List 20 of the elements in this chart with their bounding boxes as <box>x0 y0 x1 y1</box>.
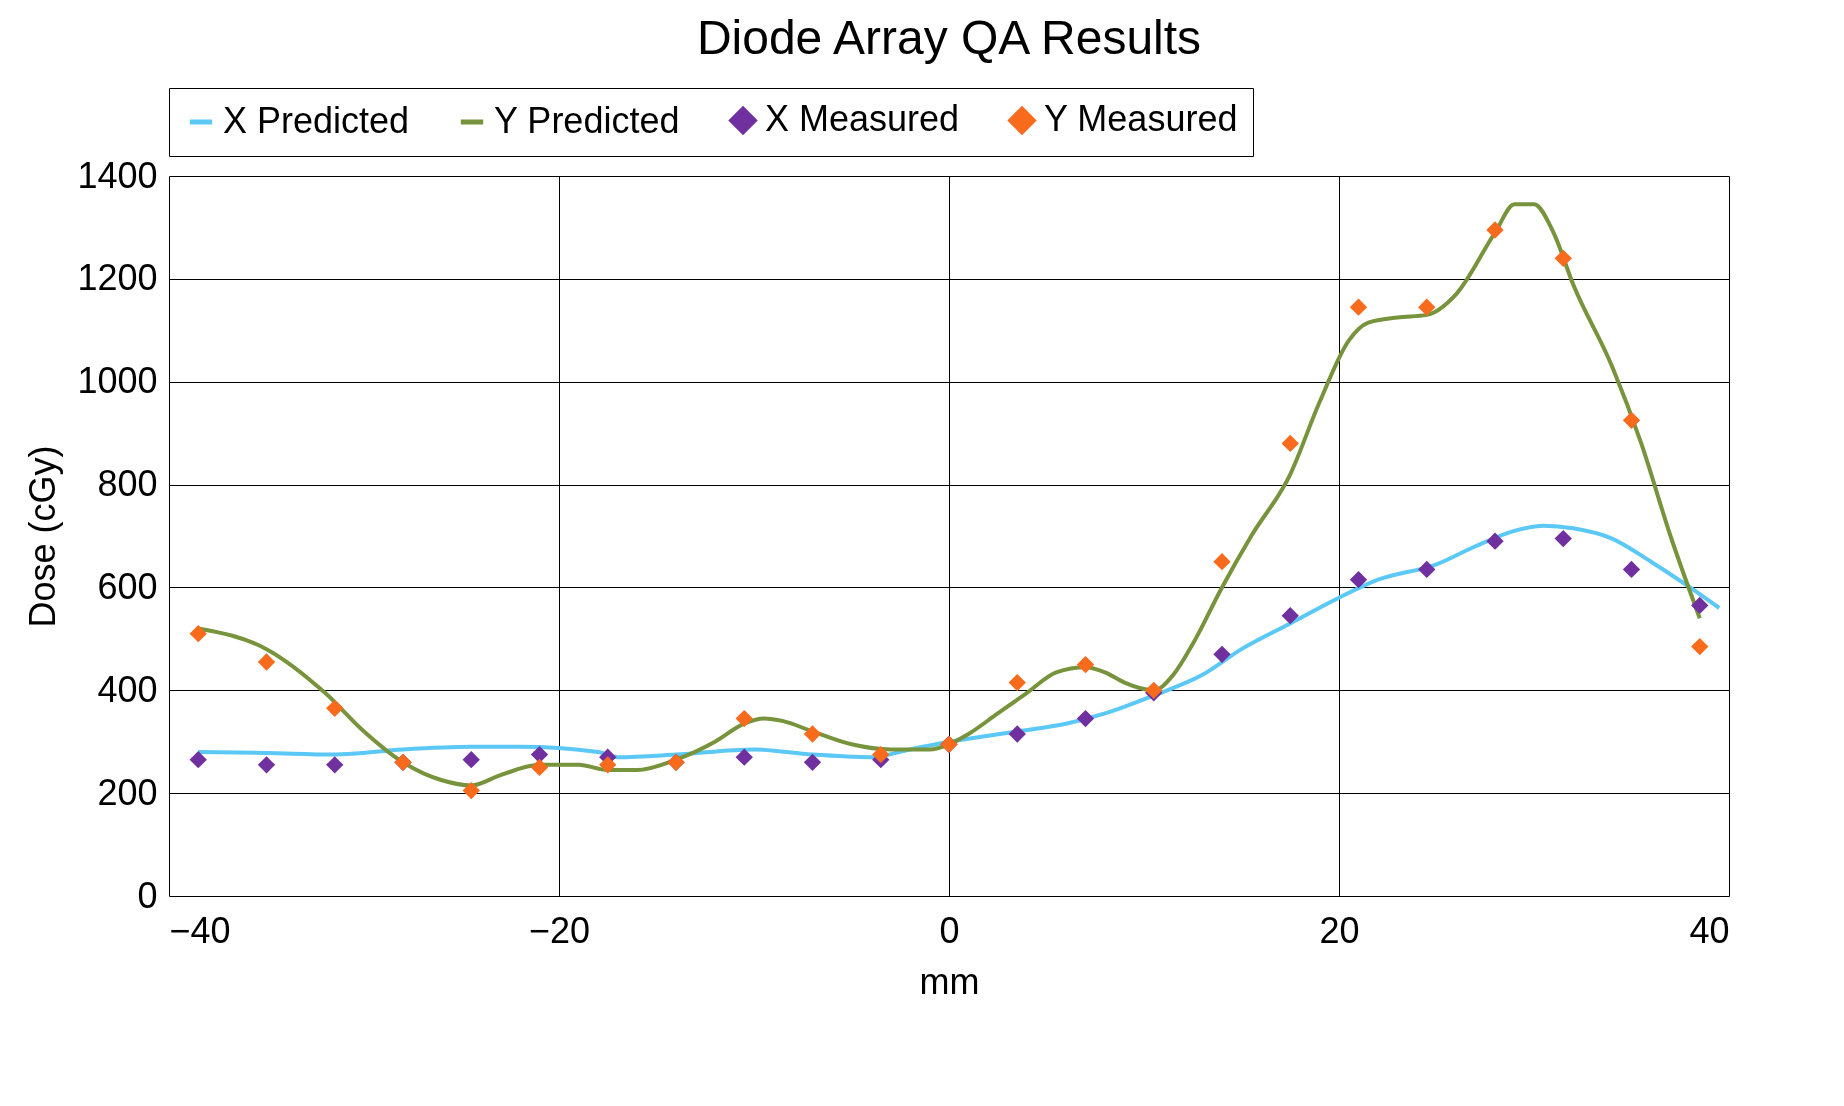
chart-title: Diode Array QA Results <box>696 10 1202 64</box>
legend-label: Y Measured <box>1044 98 1238 140</box>
y-tick-label: 1200 <box>77 257 158 299</box>
y-tick-label: 1400 <box>77 154 158 196</box>
x-axis-title: mm <box>919 960 980 1002</box>
x-tick-label: −40 <box>169 909 231 951</box>
y-tick-label: 200 <box>97 771 158 813</box>
legend-label: X Measured <box>765 98 960 140</box>
y-tick-label: 1000 <box>77 360 158 402</box>
x-tick-label: 40 <box>1689 909 1730 951</box>
y-tick-label: 600 <box>97 565 158 607</box>
x-tick-label: −20 <box>528 909 591 951</box>
legend-label: X Predicted <box>223 100 410 141</box>
legend-label: Y Predicted <box>494 100 680 141</box>
y-axis-title: Dose (cGy) <box>22 445 64 628</box>
y-tick-label: 400 <box>97 668 158 710</box>
x-tick-label: 20 <box>1319 909 1360 951</box>
y-tick-label: 0 <box>137 874 158 916</box>
y-tick-label: 800 <box>97 463 158 505</box>
x-tick-label: 0 <box>939 909 960 951</box>
